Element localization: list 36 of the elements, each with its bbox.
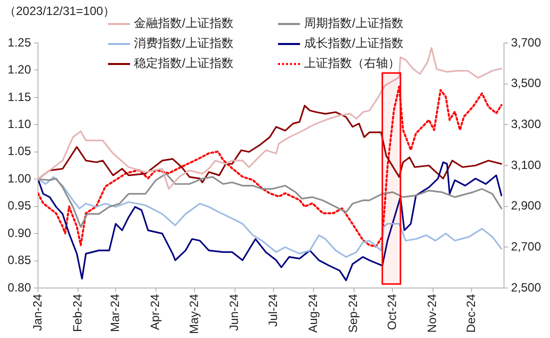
y-tick-label: 1.00 [8, 171, 32, 186]
x-tick-label: Apr-24 [148, 294, 162, 330]
x-tick-label: Feb-24 [70, 294, 84, 332]
y2-tick-label: 2,700 [511, 239, 542, 254]
y-tick-label: 1.15 [8, 90, 32, 104]
y-tick-label: 0.85 [8, 253, 32, 268]
y2-tick-label: 3,500 [511, 76, 542, 90]
x-tick-label: Aug-24 [306, 294, 320, 333]
y-tick-label: 0.80 [8, 280, 32, 294]
x-tick-label: Sep-24 [346, 294, 360, 333]
y2-tick-label: 2,500 [511, 280, 542, 294]
y2-tick-label: 3,700 [511, 35, 542, 50]
y2-tick-label: 2,900 [511, 198, 542, 213]
legend-label: 上证指数（右轴） [304, 55, 400, 72]
legend-label: 消费指数/上证指数 [134, 35, 234, 52]
x-tick-label: May-24 [186, 294, 201, 334]
y-tick-label: 1.10 [8, 116, 32, 131]
legend-label: 稳定指数/上证指数 [134, 55, 234, 72]
legend-label: 成长指数/上证指数 [304, 35, 404, 52]
y-tick-label: 1.05 [8, 144, 32, 158]
legend-label: 金融指数/上证指数 [134, 15, 234, 32]
x-tick-label: Dec-24 [464, 294, 478, 333]
y-tick-label: 0.90 [8, 226, 32, 240]
x-tick-label: Oct-24 [384, 294, 399, 330]
x-tick-label: Jan-24 [30, 294, 44, 331]
legend-label: 周期指数/上证指数 [304, 15, 404, 32]
x-tick-label: Jun-24 [227, 294, 242, 331]
y2-tick-label: 3,100 [511, 158, 542, 172]
x-tick-label: Mar-24 [108, 294, 122, 332]
y-tick-label: 1.25 [8, 35, 32, 50]
x-tick-label: Jul-24 [266, 294, 280, 327]
y2-tick-label: 3,300 [511, 116, 542, 131]
y-tick-label: 1.20 [8, 62, 32, 77]
y-tick-label: 0.95 [8, 198, 32, 213]
y-axis-title: （2023/12/31=100） [4, 3, 116, 20]
x-tick-label: Nov-24 [425, 294, 440, 333]
